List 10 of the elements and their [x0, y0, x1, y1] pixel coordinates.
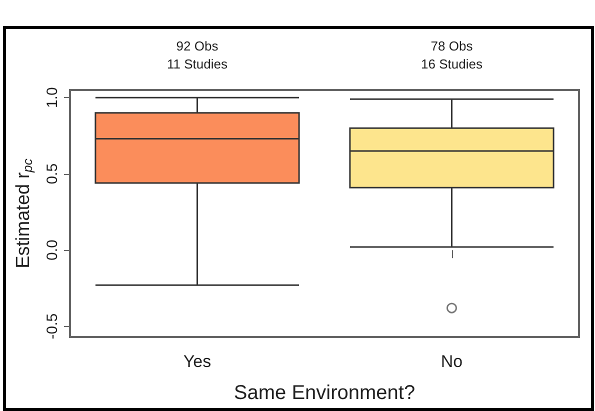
y-tick-label: -0.5 [44, 313, 61, 340]
y-axis-title: Estimated rpc [13, 158, 35, 268]
y-tick-label: 1.0 [44, 87, 61, 108]
text: 92 Obs 11 Studies [167, 38, 228, 72]
text: 78 Obs 16 Studies [421, 38, 483, 72]
y-tick-label: 0.0 [44, 240, 61, 261]
x-tick-label: No [440, 352, 463, 371]
x-tick-label: Yes [183, 352, 212, 371]
y-tick-label: 0.5 [44, 163, 61, 184]
x-axis-title: Same Environment? [234, 382, 416, 404]
